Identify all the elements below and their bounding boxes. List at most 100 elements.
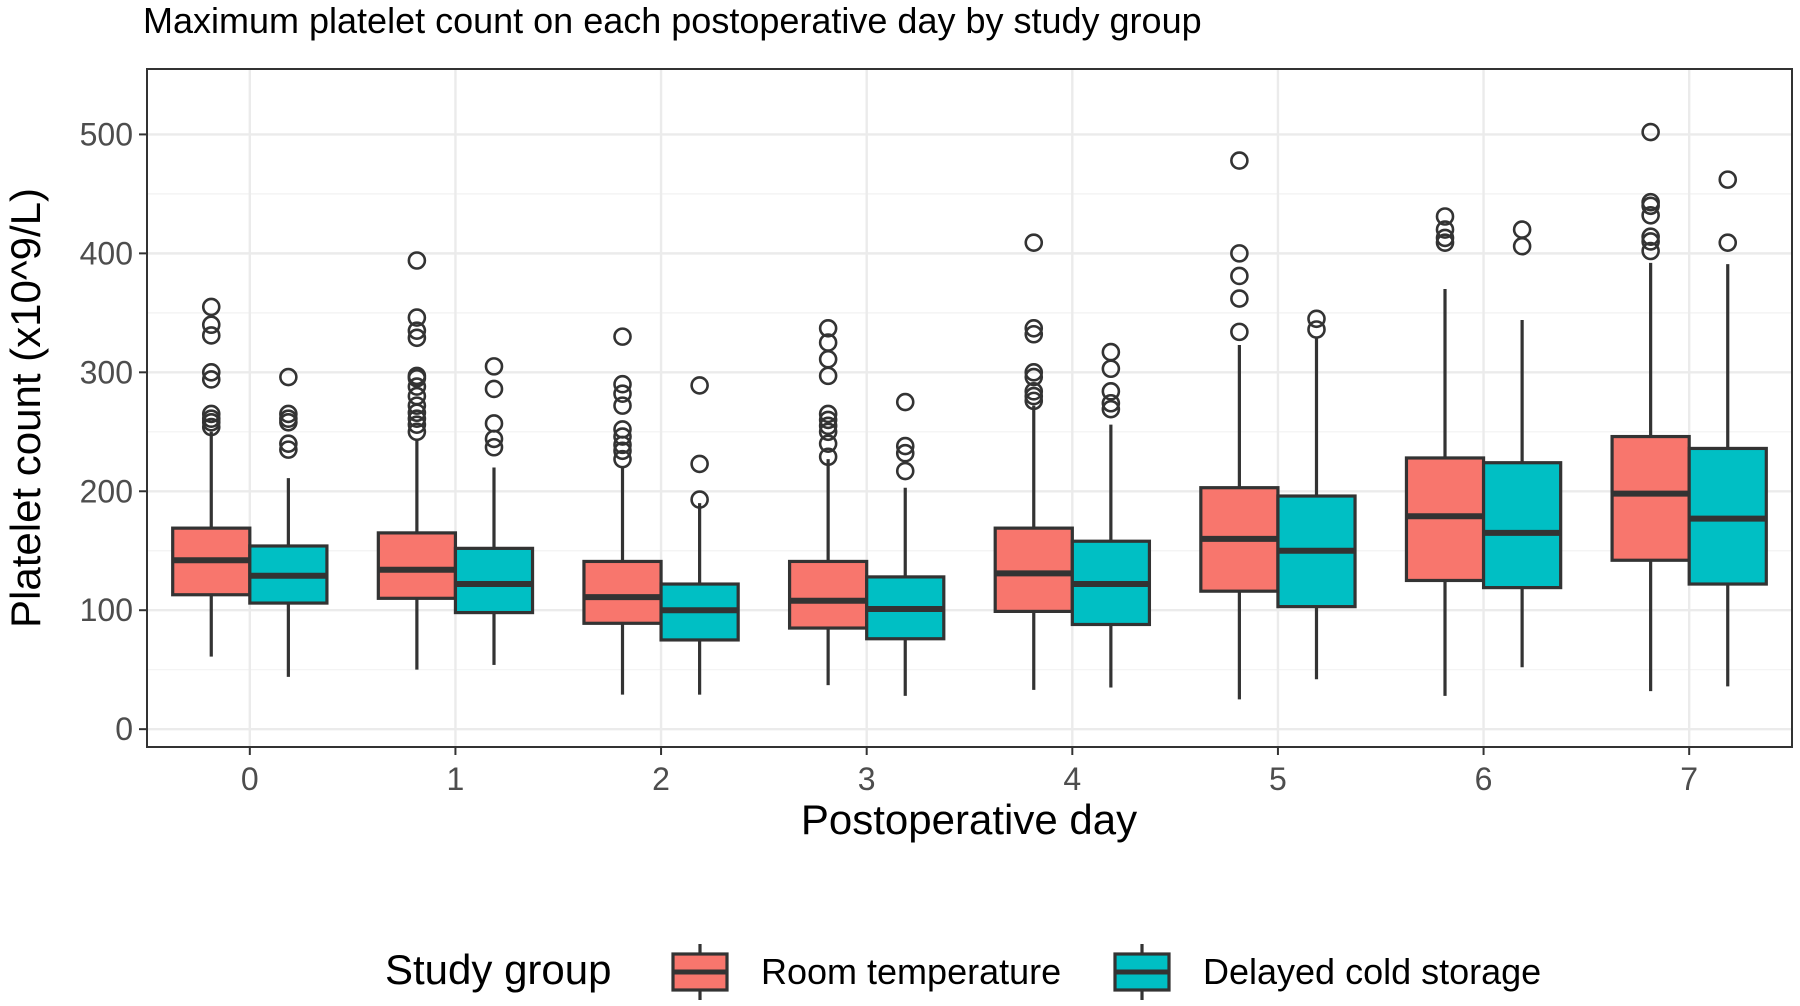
box-delayed-cold-storage-day-1 — [453, 357, 535, 665]
plot-border — [146, 68, 1793, 748]
outlier-point — [407, 409, 427, 429]
outlier-point — [484, 437, 504, 457]
outlier-point — [1024, 363, 1044, 382]
outlier-point — [690, 454, 709, 474]
outlier-point — [1101, 393, 1121, 413]
outlier-point — [613, 396, 632, 415]
outlier-point — [895, 436, 915, 456]
outlier-point — [1641, 227, 1660, 247]
box-iqr — [582, 559, 663, 625]
outlier-point — [201, 315, 221, 335]
outlier-point — [1307, 320, 1326, 339]
outlier-point — [690, 376, 709, 395]
outlier-point — [895, 461, 915, 481]
outlier-point — [1101, 399, 1121, 419]
outlier-point — [407, 422, 427, 442]
outlier-point — [279, 440, 298, 459]
outlier-point — [895, 443, 915, 463]
plot-panel — [147, 69, 1792, 747]
outlier-point — [1024, 367, 1044, 387]
outlier-point — [1024, 386, 1044, 406]
outlier-point — [613, 435, 632, 455]
outlier-point — [407, 403, 427, 423]
box-delayed-cold-storage-day-3 — [865, 392, 946, 696]
y-tick-label: 200 — [80, 473, 133, 509]
outlier-point — [818, 319, 838, 338]
outlier-point — [1024, 391, 1044, 411]
box-delayed-cold-storage-day-6 — [1481, 220, 1563, 668]
boxes — [171, 122, 1768, 700]
outlier-point — [407, 377, 427, 396]
outlier-point — [201, 297, 221, 317]
outlier-point — [1024, 324, 1044, 344]
x-axis-title: Postoperative day — [801, 796, 1137, 843]
outlier-point — [407, 251, 427, 270]
box-delayed-cold-storage-day-2 — [659, 376, 740, 695]
legend-label: Delayed cold storage — [1203, 951, 1541, 992]
outlier-point — [895, 392, 915, 412]
outlier-point — [613, 427, 632, 446]
box-delayed-cold-storage-day-0 — [248, 367, 329, 677]
axes: 0 100 200 300 400 500 0 1 2 3 4 5 6 7 — [80, 116, 1698, 797]
outlier-point — [1101, 382, 1121, 401]
x-tick-label: 1 — [447, 761, 465, 797]
outlier-point — [1641, 206, 1660, 225]
box-iqr — [1610, 434, 1691, 562]
outlier-point — [818, 434, 838, 453]
outlier-point — [279, 367, 298, 387]
outlier-point — [201, 417, 221, 437]
x-tick-label: 5 — [1269, 761, 1287, 797]
x-tick-label: 3 — [858, 761, 876, 797]
outlier-point — [1718, 233, 1738, 252]
chart-title: Maximum platelet count on each postopera… — [143, 0, 1202, 41]
outlier-point — [613, 384, 632, 404]
outlier-point — [1435, 233, 1455, 252]
outlier-point — [1307, 309, 1326, 329]
box-room-temperature-day-3 — [787, 319, 869, 686]
outlier-point — [1230, 322, 1249, 342]
outlier-point — [484, 357, 504, 376]
outlier-point — [1435, 220, 1455, 239]
box-delayed-cold-storage-day-5 — [1276, 309, 1357, 680]
legend-label: Room temperature — [761, 951, 1061, 992]
box-room-temperature-day-7 — [1610, 122, 1691, 692]
outlier-point — [279, 404, 298, 424]
x-tick-label: 6 — [1475, 761, 1493, 797]
outlier-point — [1230, 266, 1249, 286]
y-tick-label: 300 — [80, 354, 133, 390]
legend-item-room-temperature: Room temperature — [671, 944, 1061, 1000]
outlier-point — [1230, 244, 1249, 263]
outlier-point — [279, 412, 298, 432]
outlier-point — [201, 326, 221, 345]
outlier-point — [407, 308, 427, 327]
box-iqr — [376, 531, 458, 600]
outlier-point — [484, 379, 504, 399]
legend-title: Study group — [385, 946, 612, 993]
box-room-temperature-day-2 — [582, 327, 663, 695]
outlier-point — [1101, 359, 1121, 379]
outlier-point — [1435, 207, 1455, 226]
outlier-point — [1435, 228, 1455, 248]
outlier-point — [1641, 122, 1660, 142]
outlier-point — [279, 434, 298, 453]
outlier-point — [1641, 241, 1660, 261]
outlier-point — [613, 441, 632, 461]
outlier-point — [613, 374, 632, 394]
outlier-point — [1512, 236, 1532, 256]
outlier-point — [1024, 319, 1044, 338]
box-room-temperature-day-6 — [1404, 207, 1486, 696]
y-tick-label: 400 — [80, 235, 133, 271]
box-iqr — [453, 546, 535, 615]
outlier-point — [484, 429, 504, 449]
outlier-point — [1718, 170, 1738, 189]
outlier-point — [818, 416, 838, 436]
outlier-point — [818, 404, 838, 424]
outlier-point — [818, 422, 838, 442]
y-tick-label: 0 — [115, 711, 133, 747]
outlier-point — [1230, 151, 1249, 170]
box-iqr — [993, 526, 1074, 614]
box-room-temperature-day-1 — [376, 251, 458, 670]
x-tick-label: 2 — [652, 761, 670, 797]
outlier-point — [1641, 232, 1660, 251]
x-tick-label: 4 — [1063, 761, 1081, 797]
